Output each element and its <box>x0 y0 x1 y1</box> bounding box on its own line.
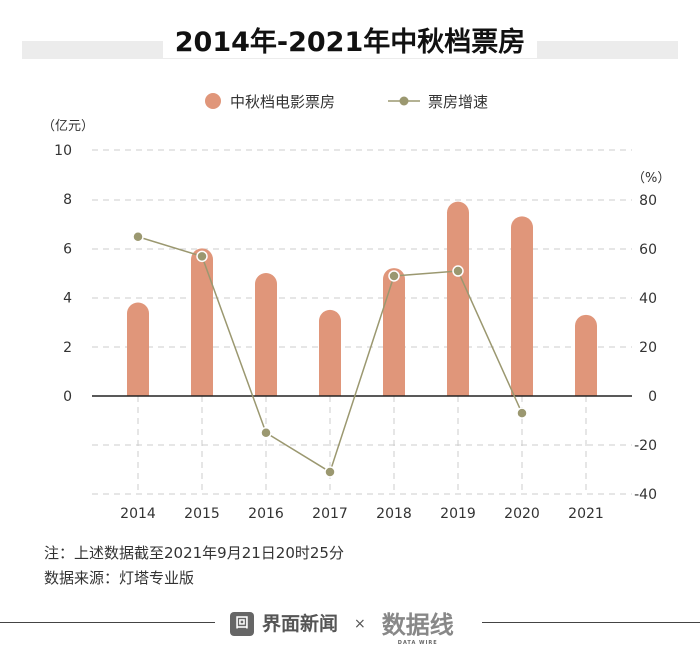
right-axis-label: （%） <box>632 171 670 186</box>
right-tick-label: 80 <box>639 193 657 209</box>
brand-name: 界面新闻 <box>262 612 339 635</box>
x-tick-label: 2020 <box>504 506 540 522</box>
x-tick-label: 2015 <box>184 506 220 522</box>
bar-2017 <box>319 309 341 396</box>
left-tick-label: 8 <box>63 192 72 208</box>
right-tick-label: 60 <box>639 242 657 258</box>
legend-line-marker <box>399 96 409 106</box>
partner-name: 数据线 <box>381 611 454 639</box>
legend-bar-swatch <box>205 93 221 109</box>
growth-point-2015 <box>196 250 208 263</box>
times-sign: × <box>354 615 366 632</box>
bar-2015 <box>191 248 213 396</box>
legend-line-label: 票房增速 <box>428 93 488 111</box>
growth-point-2018 <box>388 270 400 282</box>
growth-point-2019 <box>452 265 464 277</box>
jiemian-logo-icon: 回 <box>230 611 254 636</box>
right-tick-label: -20 <box>634 438 657 454</box>
left-axis-label: （亿元） <box>42 119 94 134</box>
right-tick-label: -40 <box>634 487 657 503</box>
bar-2014 <box>127 302 149 396</box>
right-tick-label: 40 <box>639 291 657 307</box>
partner-sub: DATA WIRE <box>397 640 438 646</box>
bar-2016 <box>255 273 277 396</box>
bar-2018 <box>383 268 405 396</box>
left-tick-label: 10 <box>54 143 72 159</box>
bar-2020 <box>511 216 533 396</box>
right-tick-label: 20 <box>639 340 657 356</box>
right-tick-label: 0 <box>648 389 657 405</box>
chart-title-text: 2014年-2021年中秋档票房 <box>162 27 538 58</box>
x-tick-label: 2014 <box>120 506 156 522</box>
growth-point-2020 <box>516 407 528 419</box>
x-tick-label: 2021 <box>568 506 604 522</box>
bar-2021 <box>575 314 597 396</box>
left-tick-label: 0 <box>63 389 72 405</box>
chart-title: 2014年-2021年中秋档票房 <box>0 20 700 59</box>
left-tick-label: 4 <box>63 291 72 307</box>
footer-brand: 回 界面新闻 × 数据线 DATA WIRE <box>230 600 454 647</box>
x-tick-label: 2016 <box>248 506 284 522</box>
left-tick-label: 2 <box>63 340 72 356</box>
x-tick-label: 2018 <box>376 506 412 522</box>
footer-divider-left <box>0 622 215 623</box>
source-text: 数据来源：灯塔专业版 <box>44 569 195 587</box>
growth-point-2016 <box>260 427 272 439</box>
x-tick-label: 2017 <box>312 506 348 522</box>
left-tick-label: 6 <box>63 241 72 257</box>
legend-bar-label: 中秋档电影票房 <box>230 93 335 111</box>
x-tick-label: 2019 <box>440 506 476 522</box>
note-text: 注：上述数据截至2021年9月21日20时25分 <box>44 544 344 562</box>
bar-2019 <box>447 201 469 396</box>
footer-divider-right <box>482 622 700 623</box>
growth-point-2014 <box>132 231 144 243</box>
growth-point-2017 <box>324 466 336 478</box>
data-wire-logo: 数据线 DATA WIRE <box>382 610 454 647</box>
chart-svg: -40 -20 0 20 40 60 80 0 2 4 6 8 10 （亿元） （%） 2014 2015 201… <box>42 93 670 522</box>
